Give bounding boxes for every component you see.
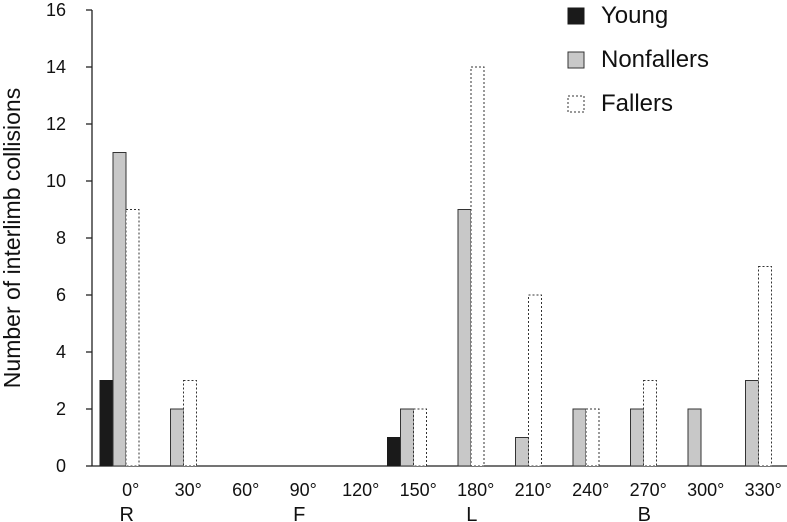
x-tick-label: 90° bbox=[290, 480, 317, 500]
x-tick-label: 60° bbox=[232, 480, 259, 500]
y-tick-label: 8 bbox=[56, 228, 66, 248]
y-tick-label: 14 bbox=[46, 57, 66, 77]
bar-fallers bbox=[528, 294, 542, 467]
direction-label: F bbox=[293, 504, 305, 522]
y-tick-label: 0 bbox=[56, 456, 66, 476]
y-tick-label: 10 bbox=[46, 171, 66, 191]
bar-fallers bbox=[183, 380, 197, 467]
x-tick-label: 300° bbox=[687, 480, 724, 500]
bar-young bbox=[99, 380, 114, 467]
x-tick-label: 210° bbox=[515, 480, 552, 500]
y-tick-label: 16 bbox=[46, 0, 66, 20]
bar-fallers bbox=[470, 66, 485, 467]
y-axis-title: Number of interlimb collisions bbox=[0, 88, 25, 388]
bar-fallers bbox=[413, 408, 427, 467]
bar-nonfallers bbox=[400, 408, 414, 467]
y-tick-label: 4 bbox=[56, 342, 66, 362]
axes bbox=[86, 9, 787, 467]
bar-nonfallers bbox=[457, 209, 472, 467]
bar-nonfallers bbox=[515, 437, 529, 467]
x-tick-label: 120° bbox=[342, 480, 379, 500]
bar-fallers bbox=[585, 408, 600, 467]
bar-nonfallers bbox=[687, 408, 702, 467]
bar-fallers bbox=[643, 380, 657, 467]
legend-swatch bbox=[567, 7, 585, 25]
legend-label: Young bbox=[601, 2, 668, 29]
legend-swatch bbox=[567, 95, 585, 113]
direction-label: L bbox=[466, 504, 477, 522]
x-tick-label: 150° bbox=[400, 480, 437, 500]
bar-nonfallers bbox=[630, 408, 644, 467]
x-tick-label: 270° bbox=[630, 480, 667, 500]
legend-swatch bbox=[567, 51, 585, 69]
bar-nonfallers bbox=[112, 152, 127, 467]
x-tick-label: 330° bbox=[745, 480, 782, 500]
direction-label: R bbox=[120, 504, 134, 522]
legend-label: Nonfallers bbox=[601, 46, 709, 73]
direction-label: B bbox=[638, 504, 651, 522]
x-tick-label: 180° bbox=[457, 480, 494, 500]
y-tick-label: 6 bbox=[56, 285, 66, 305]
bar-nonfallers bbox=[572, 408, 587, 467]
bars bbox=[99, 66, 772, 467]
bar-fallers bbox=[125, 209, 140, 467]
x-tick-label: 0° bbox=[122, 480, 139, 500]
y-tick-label: 2 bbox=[56, 399, 66, 419]
bar-nonfallers bbox=[170, 408, 184, 467]
bar-fallers bbox=[758, 266, 772, 467]
x-tick-label: 30° bbox=[175, 480, 202, 500]
x-tick-label: 240° bbox=[572, 480, 609, 500]
bar-young bbox=[387, 437, 401, 467]
y-tick-label: 12 bbox=[46, 114, 66, 134]
legend: Young Nonfallers Fallers bbox=[567, 2, 709, 117]
legend-label: Fallers bbox=[601, 90, 673, 117]
bar-nonfallers bbox=[745, 380, 759, 467]
